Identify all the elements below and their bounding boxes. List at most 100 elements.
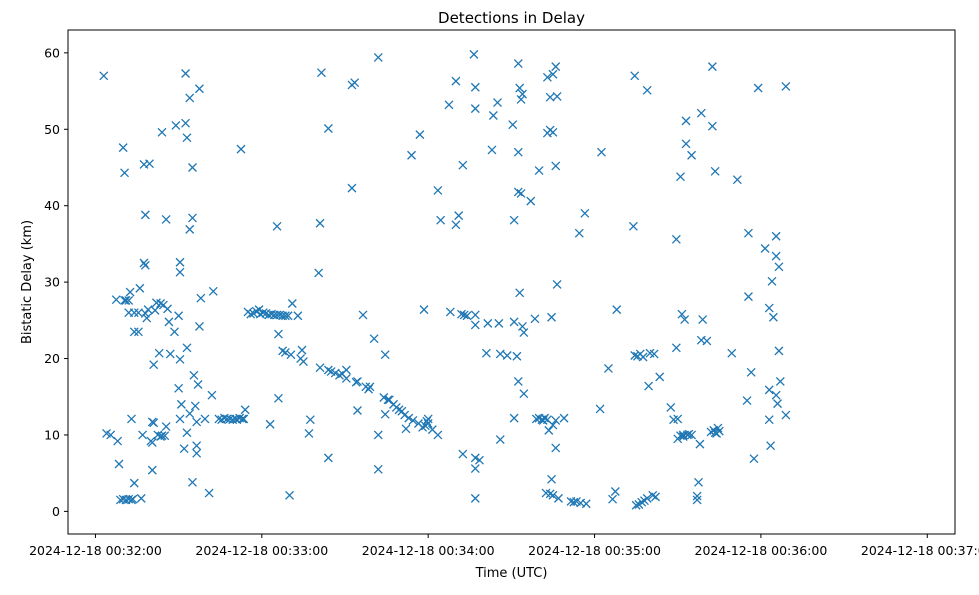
data-point [154,348,164,358]
data-point [552,279,562,289]
data-point [208,286,218,296]
marker-layer [99,49,791,510]
data-point [495,349,505,359]
data-point [323,453,333,463]
data-point [323,365,333,375]
data-point [283,311,293,321]
data-point [508,120,518,130]
data-point [236,144,246,154]
data-point [114,459,124,469]
data-point [475,455,484,465]
data-point [666,402,676,412]
data-point [341,365,351,375]
data-point [334,370,344,380]
x-tick-label: 2024-12-18 00:35:00 [528,543,661,558]
data-point [163,304,173,314]
data-point [175,354,185,364]
data-point [710,166,720,176]
data-point [228,415,238,425]
data-point [681,139,691,149]
data-point [495,435,505,445]
data-point [400,410,410,420]
data-point [315,363,325,373]
data-point [742,396,752,406]
data-point [483,318,493,328]
data-point [642,493,652,503]
y-tick-label: 0 [52,504,60,519]
data-point [595,404,605,414]
data-point [273,393,283,403]
data-point [451,76,461,86]
data-point [773,399,783,409]
data-point [551,161,561,171]
data-point [493,98,502,107]
data-point [176,399,186,409]
data-point [149,360,159,370]
data-point [469,49,479,59]
x-tick-label: 2024-12-18 00:34:00 [362,543,495,558]
data-point [655,372,665,382]
data-point [559,413,569,423]
data-point [175,267,185,277]
y-tick-label: 60 [44,45,60,60]
x-tick-label: 2024-12-18 00:32:00 [29,543,162,558]
data-point [128,494,138,504]
data-point [458,449,468,459]
data-point [200,414,210,424]
data-point [445,307,455,317]
data-point [129,327,139,337]
data-point [470,310,480,320]
data-point [373,52,383,62]
data-point [696,108,706,118]
data-point [707,121,717,131]
data-point [512,351,522,361]
data-point [160,431,170,441]
data-point [470,453,480,463]
data-point [462,311,472,321]
data-point [207,390,217,400]
data-point [135,283,145,293]
data-point [237,414,247,424]
data-point [272,221,282,231]
data-point [240,405,250,415]
data-point [188,477,197,487]
x-tick-label: 2024-12-18 00:37:00 [861,543,979,558]
data-point [548,69,558,79]
data-point [171,120,181,130]
data-point [407,150,417,160]
data-point [150,305,160,315]
data-point [612,305,622,315]
data-point [120,295,130,305]
data-point [552,91,562,101]
data-point [182,343,192,353]
data-point [581,499,591,509]
data-point [551,443,561,453]
data-point [702,336,712,346]
data-point [204,488,214,498]
data-point [444,100,454,110]
data-point [404,413,414,423]
data-point [341,373,351,383]
data-point [147,465,157,475]
data-point [746,367,756,377]
data-point [470,82,480,92]
data-point [515,83,525,93]
data-point [515,288,525,298]
data-point [251,306,261,316]
data-point [707,62,717,72]
data-point [120,168,130,178]
data-point [727,348,737,358]
data-point [287,299,297,308]
data-point [671,234,681,244]
data-point [194,321,204,331]
data-point [545,489,555,499]
data-point [188,163,197,172]
data-point [121,295,131,305]
data-point [280,311,290,321]
data-point [124,295,134,305]
data-point [161,422,171,432]
data-point [239,414,249,424]
data-point [418,422,428,432]
data-point [673,414,683,424]
data-point [179,444,189,454]
